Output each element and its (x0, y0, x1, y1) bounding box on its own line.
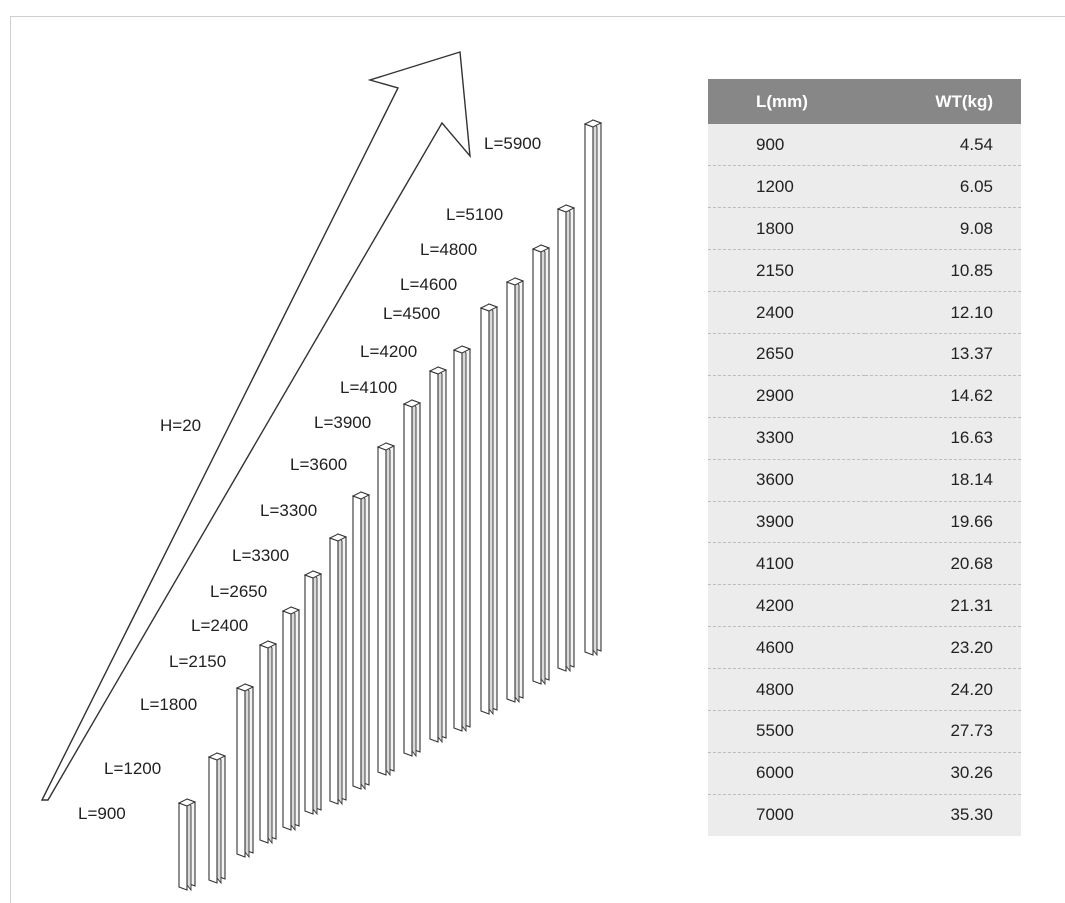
steel-beam (376, 442, 396, 777)
beam-length-label: L=900 (78, 804, 126, 823)
steel-beam (281, 606, 301, 832)
table-row: 900 4.54 (708, 124, 1021, 167)
growth-arrow (40, 51, 471, 801)
steel-beam (328, 533, 348, 806)
header-weight: WT(kg) (864, 79, 1021, 124)
cell-length: 4200 (708, 584, 865, 628)
beam-length-label: L=4100 (340, 378, 397, 397)
cell-length: 1200 (708, 165, 865, 209)
steel-beam (428, 366, 448, 744)
cell-weight: 23.20 (864, 626, 1021, 670)
cell-length: 2900 (708, 375, 865, 418)
height-label: H=20 (160, 416, 201, 435)
beam-length-label: L=3600 (290, 455, 347, 474)
table-row: 5500 27.73 (708, 710, 1021, 753)
steel-beam (402, 399, 422, 758)
beam-label-group: L=900 L=1200 L=1800 L=2150 L=2400 L=2650 L=330… (78, 134, 541, 823)
spec-table: L(mm) WT(kg) 900 4.54 1200 6.05 1800 9.08 2150… (708, 79, 1021, 837)
cell-weight: 24.20 (864, 668, 1021, 711)
cell-length: 2650 (708, 333, 865, 376)
table-row: 2900 14.62 (708, 375, 1021, 418)
beam-length-label: L=1200 (104, 759, 161, 778)
cell-length: 4100 (708, 542, 865, 586)
beam-length-label: L=2400 (191, 616, 248, 635)
cell-weight: 20.68 (864, 542, 1021, 586)
steel-beam (505, 277, 525, 704)
table-row: 3900 19.66 (708, 501, 1021, 544)
cell-weight: 19.66 (864, 501, 1021, 544)
header-length: L(mm) (708, 79, 865, 124)
steel-beam (235, 683, 255, 859)
cell-weight: 35.30 (864, 794, 1021, 837)
cell-length: 1800 (708, 207, 865, 251)
beam-length-label: L=5900 (484, 134, 541, 153)
beam-length-label: L=3900 (314, 413, 371, 432)
figure-frame (10, 16, 1065, 903)
steel-beam (303, 570, 323, 816)
steel-beam (351, 491, 371, 791)
cell-weight: 9.08 (864, 207, 1021, 251)
cell-length: 7000 (708, 794, 865, 837)
table-header-row: L(mm) WT(kg) (708, 79, 1021, 124)
beam-group (177, 119, 603, 892)
table-row: 4200 21.31 (708, 584, 1021, 628)
table-row: 3600 18.14 (708, 459, 1021, 502)
cell-length: 3900 (708, 501, 865, 544)
table-row: 4600 23.20 (708, 626, 1021, 670)
steel-beam (531, 244, 551, 686)
beam-length-label: L=4500 (383, 304, 440, 323)
cell-length: 4800 (708, 668, 865, 711)
table-row: 6000 30.26 (708, 752, 1021, 795)
steel-beam (258, 640, 278, 845)
beam-length-label: L=5100 (446, 205, 503, 224)
table-row: 1200 6.05 (708, 165, 1021, 209)
table-row: 2400 12.10 (708, 291, 1021, 334)
steel-beam (556, 204, 576, 673)
cell-weight: 13.37 (864, 333, 1021, 376)
cell-weight: 4.54 (864, 124, 1021, 167)
table-row: 4100 20.68 (708, 542, 1021, 586)
cell-length: 2150 (708, 249, 865, 293)
cell-weight: 10.85 (864, 249, 1021, 293)
table-row: 1800 9.08 (708, 207, 1021, 251)
cell-weight: 27.73 (864, 710, 1021, 753)
cell-length: 6000 (708, 752, 865, 795)
table-row: 4800 24.20 (708, 668, 1021, 711)
beam-length-label: L=4600 (400, 275, 457, 294)
steel-beam (583, 119, 603, 657)
table-row: 2150 10.85 (708, 249, 1021, 293)
cell-length: 900 (708, 124, 865, 167)
cell-weight: 21.31 (864, 584, 1021, 628)
cell-weight: 6.05 (864, 165, 1021, 209)
steel-beam (452, 345, 472, 733)
beam-length-label: L=4200 (360, 342, 417, 361)
table-row: 2650 13.37 (708, 333, 1021, 376)
cell-length: 2400 (708, 291, 865, 334)
cell-weight: 30.26 (864, 752, 1021, 795)
beam-length-label: L=2150 (169, 652, 226, 671)
beam-length-label: L=3300 (260, 501, 317, 520)
beam-length-label: L=2650 (210, 582, 267, 601)
cell-length: 4600 (708, 626, 865, 670)
steel-beam (207, 752, 227, 885)
cell-length: 5500 (708, 710, 865, 753)
cell-weight: 12.10 (864, 291, 1021, 334)
beam-length-label: L=1800 (140, 695, 197, 714)
cell-weight: 14.62 (864, 375, 1021, 418)
table-row: 7000 35.30 (708, 794, 1021, 837)
beam-length-label: L=4800 (420, 240, 477, 259)
cell-length: 3600 (708, 459, 865, 502)
cell-length: 3300 (708, 417, 865, 460)
table-body: 900 4.54 1200 6.05 1800 9.08 2150 10.85 2400 12.1… (708, 124, 1021, 837)
steel-beam (177, 798, 197, 892)
cell-weight: 18.14 (864, 459, 1021, 502)
steel-beam (479, 303, 499, 716)
beam-length-label: L=3300 (232, 546, 289, 565)
table-row: 3300 16.63 (708, 417, 1021, 460)
cell-weight: 16.63 (864, 417, 1021, 460)
